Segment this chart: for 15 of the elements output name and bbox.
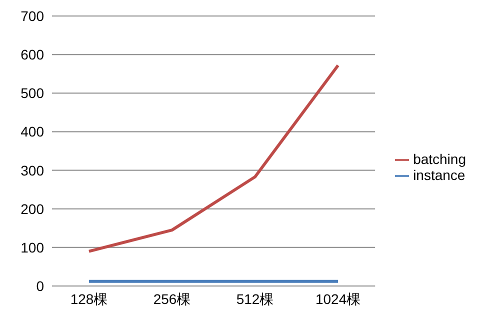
y-tick-label: 200 [20,200,44,217]
y-tick-label: 300 [20,162,44,178]
legend-label: instance [413,167,466,183]
y-tick-label: 400 [20,124,44,140]
y-tick-label: 100 [20,239,44,256]
x-tick-label: 512棵 [236,290,274,307]
legend-label: batching [413,150,466,167]
x-tick-label: 1024棵 [315,290,361,307]
x-tick-label: 256棵 [153,290,191,307]
x-tick-label: 128棵 [70,290,108,307]
y-tick-label: 600 [20,46,44,63]
line-series [88,64,340,253]
y-tick-label: 700 [20,8,44,24]
y-tick-label: 500 [20,85,44,102]
y-tick-label: 0 [36,278,44,294]
